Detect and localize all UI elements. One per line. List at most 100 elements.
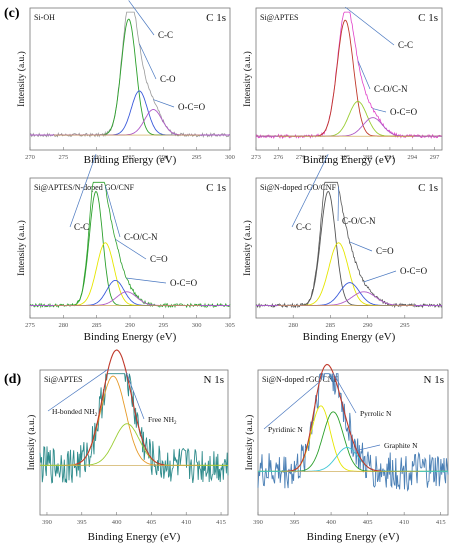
x-tick-label: 280 xyxy=(92,154,102,161)
peak-annotation: C-O/C-N xyxy=(374,84,408,94)
x-axis-title: Binding Energy (eV) xyxy=(307,531,400,543)
raw-spectrum xyxy=(29,11,231,139)
xps-panel-5: 390 395 400 405 410 415 Binding Energy (eV) Int… xyxy=(26,349,229,543)
x-axis-title: Binding Energy (eV) xyxy=(303,331,396,343)
x-tick-label: 279 xyxy=(296,154,306,161)
plot-frame xyxy=(257,369,449,516)
x-tick-label: 395 xyxy=(77,519,87,526)
annotation-pointer xyxy=(345,6,395,46)
x-tick-label: 390 xyxy=(253,519,263,526)
annotation-pointer xyxy=(337,186,339,222)
fit-peak xyxy=(30,90,230,136)
x-tick-label: 295 xyxy=(400,322,410,329)
y-axis-title: Intensity (a.u.) xyxy=(16,220,27,276)
x-tick-label: 415 xyxy=(216,519,226,526)
fit-peak xyxy=(256,19,442,137)
x-tick-label: 273 xyxy=(251,154,261,161)
peak-annotation: H-bonded NH2 xyxy=(52,407,98,418)
x-tick-label: 295 xyxy=(158,322,168,329)
xps-panel-4: 280 285 290 295 Binding Energy (eV) Intensity… xyxy=(242,154,443,343)
x-tick-label: 276 xyxy=(273,154,284,161)
section-label-c: (c) xyxy=(4,6,20,21)
plot-frame xyxy=(29,7,231,151)
plot-frame xyxy=(39,369,229,516)
x-tick-label: 390 xyxy=(42,519,52,526)
y-axis-title: Intensity (a.u.) xyxy=(26,415,37,471)
annotation-pointer xyxy=(126,372,145,420)
peak-annotation: C-O/C-N xyxy=(342,216,376,226)
x-tick-label: 290 xyxy=(125,322,135,329)
peak-annotation: Pyrrolic N xyxy=(360,409,392,418)
annotation-pointer xyxy=(104,185,121,238)
x-tick-label: 280 xyxy=(288,322,298,329)
core-level-label: C 1s xyxy=(418,12,438,24)
x-tick-label: 405 xyxy=(147,519,157,526)
x-tick-label: 400 xyxy=(326,519,336,526)
x-tick-label: 290 xyxy=(363,322,373,329)
core-level-label: C 1s xyxy=(418,182,438,194)
x-tick-label: 285 xyxy=(326,322,336,329)
x-tick-label: 288 xyxy=(363,154,373,161)
x-tick-label: 285 xyxy=(92,322,102,329)
annotation-pointer xyxy=(153,99,175,108)
x-axis-title: Binding Energy (eV) xyxy=(303,154,396,166)
annotation-pointer xyxy=(128,0,155,36)
fit-peak xyxy=(256,117,442,137)
x-tick-label: 295 xyxy=(192,154,202,161)
peak-annotation: C=O xyxy=(150,254,168,264)
fit-envelope xyxy=(287,363,382,472)
annotation-pointer xyxy=(356,444,381,451)
sample-label: Si@N-doped rGO/CNF xyxy=(262,375,339,384)
raw-spectrum xyxy=(29,181,231,309)
peak-annotation: C=O xyxy=(376,246,394,256)
annotation-pointer xyxy=(291,154,329,228)
annotation-pointer xyxy=(349,241,373,252)
x-axis-title: Binding Energy (eV) xyxy=(84,331,177,343)
y-axis-title: Intensity (a.u.) xyxy=(242,51,253,107)
core-level-label: N 1s xyxy=(424,374,444,386)
annotation-pointer xyxy=(126,277,167,284)
x-tick-label: 270 xyxy=(25,154,35,161)
annotation-pointer xyxy=(332,373,357,414)
raw-spectrum xyxy=(257,372,449,492)
x-tick-label: 300 xyxy=(225,154,235,161)
x-tick-label: 294 xyxy=(407,154,418,161)
core-level-label: C 1s xyxy=(206,182,226,194)
xps-panel-6: 390 395 400 405 410 415 Binding Energy (eV) Int… xyxy=(244,363,449,543)
x-tick-label: 285 xyxy=(125,154,135,161)
core-level-label: N 1s xyxy=(204,374,224,386)
section-label-d: (d) xyxy=(4,372,22,387)
peak-annotation: C-C xyxy=(398,40,413,50)
fit-peak xyxy=(30,18,230,136)
x-tick-label: 291 xyxy=(385,154,395,161)
annotation-pointer xyxy=(357,60,371,90)
peak-annotation: C-C xyxy=(158,30,173,40)
annotation-pointer xyxy=(47,368,109,412)
sample-label: Si@N-doped rGO/CNF xyxy=(260,183,337,192)
annotation-pointer xyxy=(115,238,147,260)
plot-frame xyxy=(255,7,443,151)
raw-spectrum xyxy=(39,372,229,484)
y-axis-title: Intensity (a.u.) xyxy=(244,415,255,471)
x-tick-label: 405 xyxy=(363,519,373,526)
plot-frame xyxy=(29,177,231,319)
x-tick-label: 415 xyxy=(436,519,446,526)
peak-annotation: O-C=O xyxy=(170,278,198,288)
x-tick-label: 280 xyxy=(58,322,68,329)
x-tick-label: 305 xyxy=(225,322,235,329)
core-level-label: C 1s xyxy=(206,12,226,24)
raw-spectrum xyxy=(255,181,443,309)
x-tick-label: 282 xyxy=(318,154,328,161)
peak-annotation: C-C xyxy=(296,222,311,232)
fit-peak xyxy=(30,242,230,306)
peak-annotation: Graphite N xyxy=(384,441,418,450)
annotation-pointer xyxy=(263,381,320,430)
x-axis-title: Binding Energy (eV) xyxy=(84,154,177,166)
annotation-pointer xyxy=(69,154,97,228)
x-tick-label: 410 xyxy=(399,519,409,526)
x-tick-label: 300 xyxy=(192,322,202,329)
peak-annotation: Free NH2 xyxy=(148,415,177,426)
xps-panel-3: 275 280 285 290 295 300 305 Binding Energy (eV)… xyxy=(16,154,235,343)
annotation-pointer xyxy=(139,43,157,80)
